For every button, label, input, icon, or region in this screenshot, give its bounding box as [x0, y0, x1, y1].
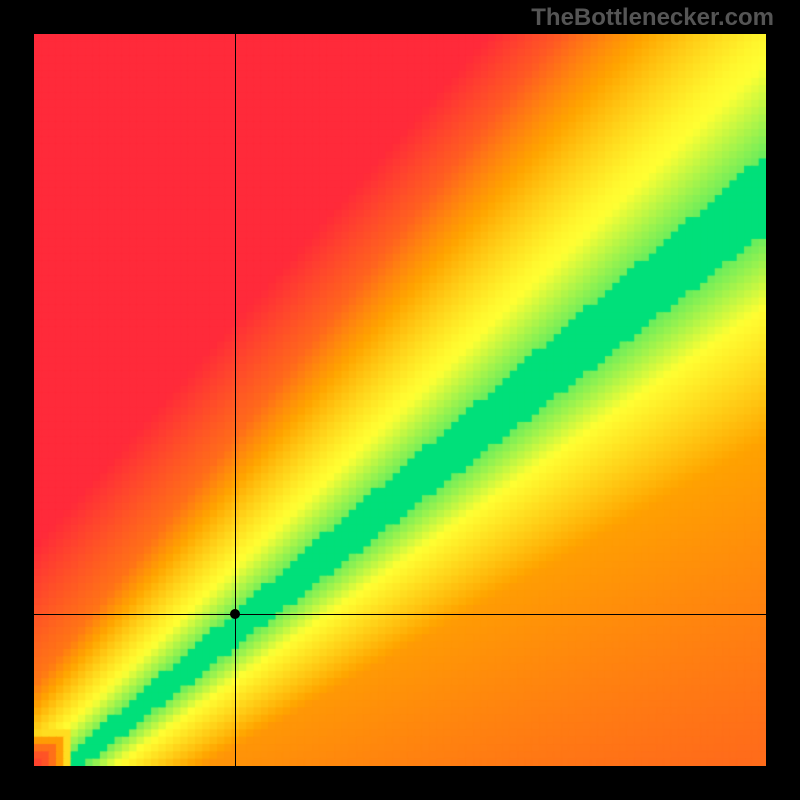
heatmap-canvas — [34, 34, 766, 766]
chart-container: TheBottlenecker.com — [0, 0, 800, 800]
watermark-text: TheBottlenecker.com — [531, 4, 774, 32]
crosshair-horizontal — [34, 614, 766, 615]
crosshair-vertical — [235, 34, 236, 766]
plot-area — [34, 34, 766, 766]
